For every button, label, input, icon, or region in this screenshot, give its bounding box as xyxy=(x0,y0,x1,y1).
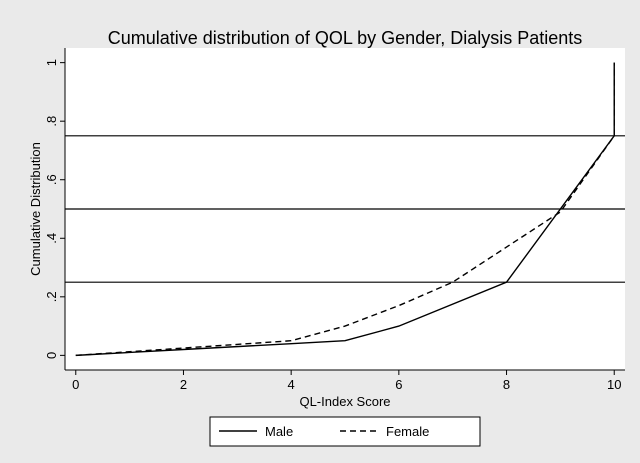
y-tick-label: 0 xyxy=(44,352,59,359)
x-axis-title: QL-Index Score xyxy=(299,394,390,409)
legend-label: Male xyxy=(265,424,293,439)
series-line xyxy=(75,62,615,357)
y-tick-label: .2 xyxy=(44,291,59,302)
legend-label: Female xyxy=(386,424,429,439)
y-tick-label: 1 xyxy=(44,59,59,66)
x-tick-label: 2 xyxy=(180,377,187,392)
y-tick-label: .4 xyxy=(44,233,59,244)
y-tick-label: .6 xyxy=(44,174,59,185)
chart-title: Cumulative distribution of QOL by Gender… xyxy=(108,28,583,48)
x-tick-label: 4 xyxy=(288,377,295,392)
x-tick-label: 8 xyxy=(503,377,510,392)
x-tick-label: 10 xyxy=(607,377,621,392)
x-tick-label: 6 xyxy=(395,377,402,392)
series-line xyxy=(75,62,615,357)
x-tick-label: 0 xyxy=(72,377,79,392)
y-tick-label: .8 xyxy=(44,116,59,127)
y-axis-title: Cumulative Distribution xyxy=(28,142,43,276)
